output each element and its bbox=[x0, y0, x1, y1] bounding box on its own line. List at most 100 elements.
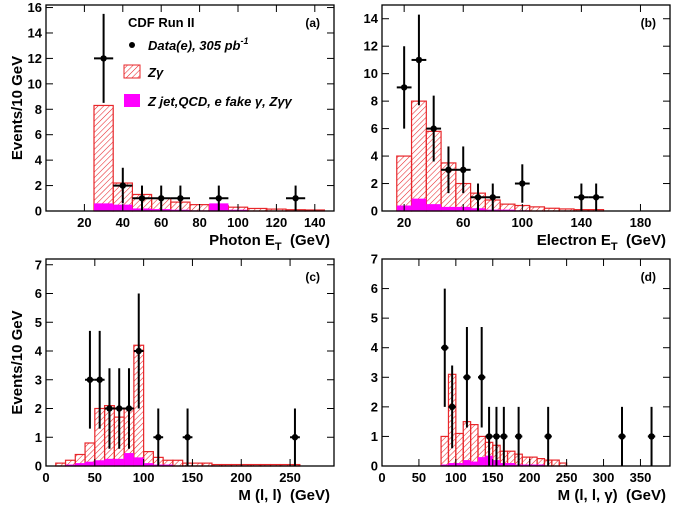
background-bar bbox=[411, 198, 427, 211]
y-axis-label: Events/10 GeV bbox=[9, 56, 26, 160]
data-point bbox=[138, 195, 146, 202]
panel-label: (d) bbox=[641, 270, 656, 284]
y-tick-label: 6 bbox=[371, 281, 378, 296]
x-tick-label: 80 bbox=[192, 215, 206, 230]
y-tick-label: 5 bbox=[371, 311, 378, 326]
background-bar bbox=[104, 458, 115, 466]
background-bar bbox=[448, 463, 456, 466]
legend-data-lumi-exp: -1 bbox=[240, 36, 248, 46]
background-bar bbox=[143, 463, 154, 466]
y-tick-label: 2 bbox=[371, 399, 378, 414]
y-tick-label: 8 bbox=[371, 94, 378, 109]
x-tick-label: 120 bbox=[266, 215, 288, 230]
zg-bar bbox=[551, 459, 560, 467]
background-bar bbox=[529, 464, 538, 466]
legend-data-marker bbox=[129, 42, 135, 48]
legend: CDF Run II Data(e), 305 pb-1 Zγ Z jet,QC… bbox=[123, 15, 293, 109]
legend-data-label: Data(e), 305 pb-1 bbox=[148, 36, 249, 53]
data-point bbox=[618, 433, 626, 440]
background-bar bbox=[94, 460, 105, 466]
data-point bbox=[125, 405, 133, 412]
panel-a: 20 40 60 80 100 120 140 0 2 4 6 8 10 12 14 16 (a) Photon … bbox=[9, 0, 335, 253]
data-point bbox=[96, 376, 103, 383]
x-axis-label-main: M (l, l, γ) bbox=[558, 487, 618, 504]
data-point bbox=[430, 125, 437, 132]
y-tick-label: 14 bbox=[364, 11, 379, 26]
data-point bbox=[400, 84, 408, 91]
y-tick-label: 4 bbox=[371, 340, 379, 355]
data-point bbox=[116, 405, 123, 412]
x-axis-label-unit: (GeV) bbox=[282, 487, 330, 504]
data-point bbox=[415, 56, 423, 64]
x-axis-label: M (l, l) (GeV) bbox=[238, 487, 330, 504]
background-bar bbox=[441, 464, 449, 466]
x-axis-label: M (l, l, γ) (GeV) bbox=[558, 487, 666, 504]
x-tick-label: 140 bbox=[571, 215, 593, 230]
legend-zg-swatch bbox=[123, 64, 141, 79]
background-bar bbox=[463, 460, 471, 466]
data-point bbox=[100, 55, 107, 62]
background-bar bbox=[426, 204, 442, 211]
y-tick-label: 8 bbox=[35, 102, 42, 117]
x-tick-label: 250 bbox=[279, 470, 301, 485]
plot-frame bbox=[45, 258, 335, 467]
data-point bbox=[158, 195, 165, 202]
y-tick-label: 0 bbox=[371, 459, 378, 474]
legend-bg-swatch bbox=[124, 94, 140, 107]
background-bar bbox=[441, 206, 456, 211]
data-point bbox=[519, 180, 526, 187]
x-axis-label-unit: (GeV) bbox=[282, 232, 330, 249]
y-tick-label: 1 bbox=[35, 430, 42, 445]
background-bar bbox=[537, 464, 545, 466]
y-tick-label: 6 bbox=[35, 286, 42, 301]
data-point bbox=[135, 347, 142, 355]
data-point bbox=[515, 433, 522, 440]
x-tick-label: 0 bbox=[42, 470, 49, 485]
y-tick-label: 2 bbox=[35, 401, 42, 416]
data-point bbox=[184, 434, 191, 441]
y-tick-label: 0 bbox=[35, 459, 42, 474]
x-tick-label: 60 bbox=[456, 215, 470, 230]
legend-data-text: Data(e), 305 pb bbox=[148, 38, 241, 53]
y-tick-label: 4 bbox=[35, 153, 43, 168]
zg-bar bbox=[455, 432, 464, 467]
zg-bar bbox=[440, 435, 450, 467]
y-tick-label: 7 bbox=[371, 252, 378, 267]
data-point bbox=[489, 194, 496, 201]
x-tick-label: 100 bbox=[133, 470, 155, 485]
x-axis-label-main: Electron E bbox=[537, 232, 611, 249]
data-point bbox=[119, 182, 127, 189]
data-point bbox=[445, 166, 452, 173]
plot-frame bbox=[45, 4, 335, 212]
x-tick-label: 0 bbox=[378, 470, 385, 485]
x-axis-label-unit: (GeV) bbox=[618, 487, 666, 504]
data-point bbox=[155, 434, 162, 441]
background-bar bbox=[124, 453, 134, 466]
background-bar bbox=[478, 457, 486, 466]
data-point bbox=[478, 374, 485, 381]
panel-label: (c) bbox=[305, 270, 320, 284]
plot-frame bbox=[381, 258, 671, 467]
y-tick-label: 3 bbox=[371, 370, 378, 385]
panel-d: 0 50 100 150 200 250 300 350 0 1 2 3 4 5 6 7 (d) M (l, l,… bbox=[371, 252, 671, 504]
zg-bar bbox=[462, 421, 472, 467]
y-tick-label: 2 bbox=[35, 178, 42, 193]
x-tick-label: 200 bbox=[230, 470, 252, 485]
x-tick-label: 350 bbox=[630, 470, 652, 485]
y-tick-label: 0 bbox=[35, 204, 42, 219]
x-tick-label: 50 bbox=[412, 470, 426, 485]
data-point bbox=[485, 433, 493, 440]
x-axis-label-sub: T bbox=[275, 241, 282, 253]
panel-label: (a) bbox=[305, 16, 320, 30]
y-tick-label: 7 bbox=[35, 257, 42, 272]
background-bar bbox=[455, 463, 464, 466]
data-point bbox=[460, 166, 467, 173]
background-bar bbox=[75, 463, 86, 466]
x-axis-label-unit: (GeV) bbox=[618, 232, 666, 249]
data-point bbox=[592, 194, 600, 201]
x-tick-label: 100 bbox=[511, 215, 533, 230]
y-tick-label: 16 bbox=[28, 0, 42, 15]
y-tick-label: 12 bbox=[28, 51, 42, 66]
x-tick-label: 200 bbox=[519, 470, 541, 485]
